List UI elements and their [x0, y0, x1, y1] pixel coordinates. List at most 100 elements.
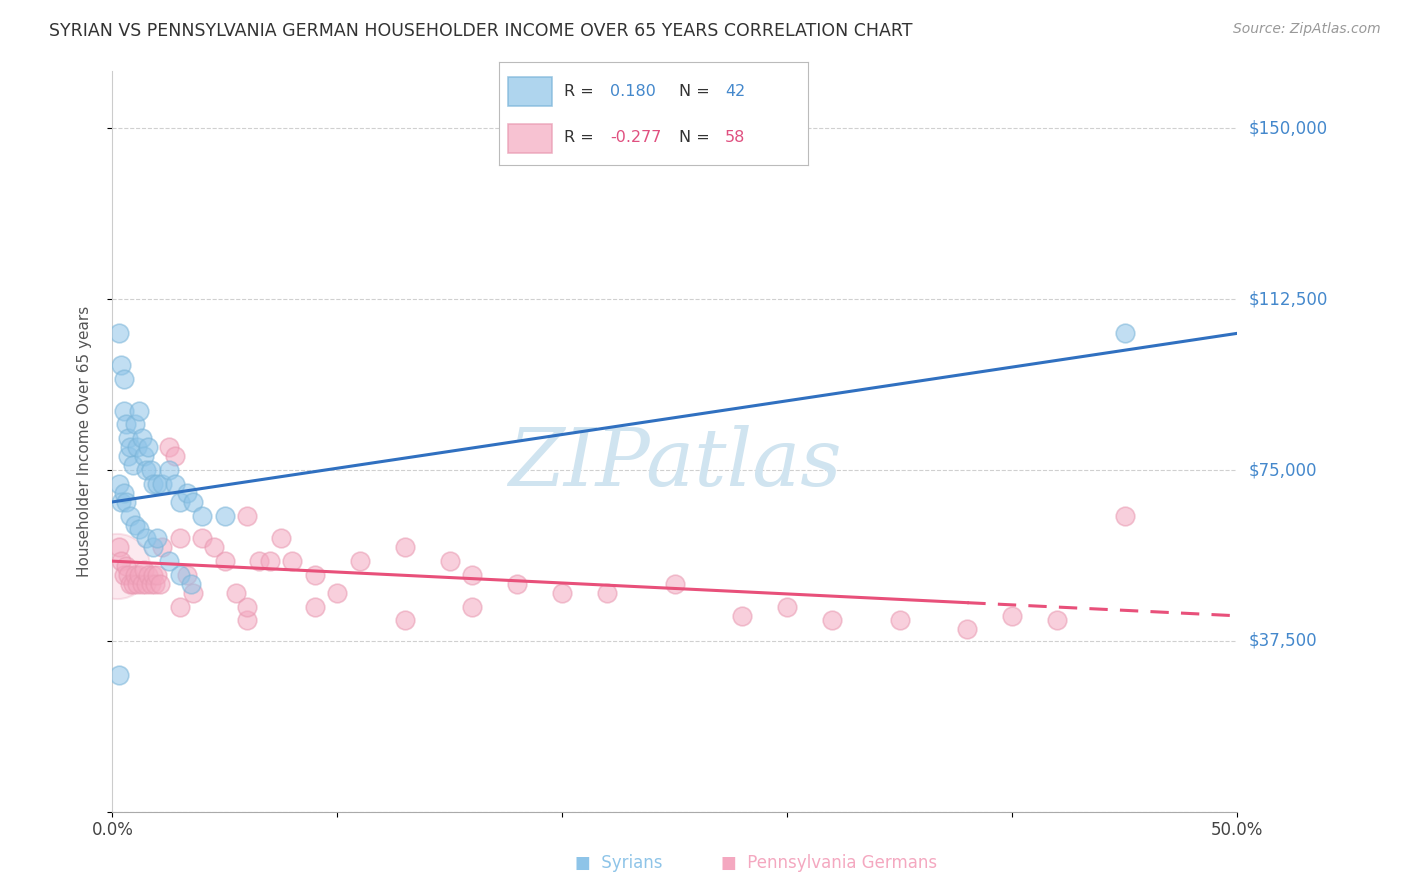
Point: [128, 404, 150, 418]
Point: [236, 599, 259, 614]
Point: [120, 508, 142, 523]
Point: [132, 563, 155, 577]
Point: [461, 567, 484, 582]
Point: [183, 586, 205, 600]
Bar: [509, 124, 551, 153]
Point: [461, 599, 484, 614]
Text: SYRIAN VS PENNSYLVANIA GERMAN HOUSEHOLDER INCOME OVER 65 YEARS CORRELATION CHART: SYRIAN VS PENNSYLVANIA GERMAN HOUSEHOLDE…: [49, 22, 912, 40]
Point: [117, 567, 139, 582]
Point: [142, 567, 165, 582]
Bar: [509, 77, 551, 105]
Point: [142, 541, 165, 555]
Point: [142, 476, 165, 491]
Point: [139, 577, 162, 591]
Point: [731, 608, 754, 623]
Point: [157, 440, 180, 454]
Point: [150, 541, 173, 555]
Text: R =: R =: [564, 130, 599, 145]
Point: [247, 554, 270, 568]
Text: N =: N =: [679, 84, 714, 99]
Point: [236, 613, 259, 627]
Text: ■  Pennsylvania Germans: ■ Pennsylvania Germans: [721, 855, 938, 872]
Point: [115, 558, 138, 573]
Point: [146, 476, 169, 491]
Text: $150,000: $150,000: [1249, 120, 1327, 137]
Point: [143, 577, 166, 591]
Point: [304, 599, 326, 614]
Point: [128, 567, 150, 582]
Point: [1114, 508, 1136, 523]
Point: [108, 476, 131, 491]
Point: [131, 577, 153, 591]
Point: [214, 554, 236, 568]
Point: [176, 567, 198, 582]
Point: [128, 522, 150, 536]
Point: [664, 577, 686, 591]
Text: 42: 42: [725, 84, 745, 99]
Point: [112, 372, 135, 386]
Point: [115, 495, 138, 509]
Point: [117, 431, 139, 445]
Text: ■  Syrians: ■ Syrians: [575, 855, 662, 872]
Point: [169, 532, 191, 546]
Point: [394, 613, 416, 627]
Point: [121, 458, 143, 473]
Text: -0.277: -0.277: [610, 130, 662, 145]
Point: [121, 577, 143, 591]
Point: [304, 567, 326, 582]
Point: [169, 495, 191, 509]
Point: [236, 508, 259, 523]
Point: [214, 508, 236, 523]
Point: [135, 577, 157, 591]
Text: N =: N =: [679, 130, 714, 145]
Point: [127, 440, 149, 454]
Point: [117, 450, 139, 464]
Point: [191, 532, 214, 546]
Point: [191, 508, 214, 523]
Point: [281, 554, 304, 568]
Point: [110, 495, 132, 509]
Point: [132, 450, 155, 464]
Point: [108, 541, 131, 555]
Point: [551, 586, 574, 600]
Point: [1001, 608, 1024, 623]
Point: [120, 440, 142, 454]
Text: $75,000: $75,000: [1249, 461, 1317, 479]
Y-axis label: Householder Income Over 65 years: Householder Income Over 65 years: [77, 306, 91, 577]
Point: [124, 417, 146, 432]
Point: [821, 613, 844, 627]
Point: [110, 358, 132, 372]
Point: [157, 463, 180, 477]
Text: $112,500: $112,500: [1249, 290, 1327, 308]
Point: [112, 404, 135, 418]
Point: [506, 577, 529, 591]
Point: [956, 623, 979, 637]
Point: [112, 567, 135, 582]
Point: [105, 558, 128, 573]
Point: [169, 599, 191, 614]
Point: [439, 554, 461, 568]
Point: [1046, 613, 1069, 627]
Point: [165, 450, 187, 464]
Point: [124, 517, 146, 532]
Text: 0.180: 0.180: [610, 84, 657, 99]
Point: [202, 541, 225, 555]
Point: [176, 485, 198, 500]
Text: R =: R =: [564, 84, 599, 99]
Point: [165, 476, 187, 491]
Point: [150, 476, 173, 491]
Point: [135, 532, 157, 546]
Text: $37,500: $37,500: [1249, 632, 1317, 650]
Point: [108, 326, 131, 341]
Point: [138, 440, 160, 454]
Text: ZIPatlas: ZIPatlas: [508, 425, 842, 502]
Point: [157, 554, 180, 568]
Point: [776, 599, 799, 614]
Point: [1114, 326, 1136, 341]
Point: [115, 417, 138, 432]
Text: 58: 58: [725, 130, 745, 145]
Point: [139, 463, 162, 477]
Point: [110, 554, 132, 568]
Point: [259, 554, 281, 568]
Point: [146, 567, 169, 582]
